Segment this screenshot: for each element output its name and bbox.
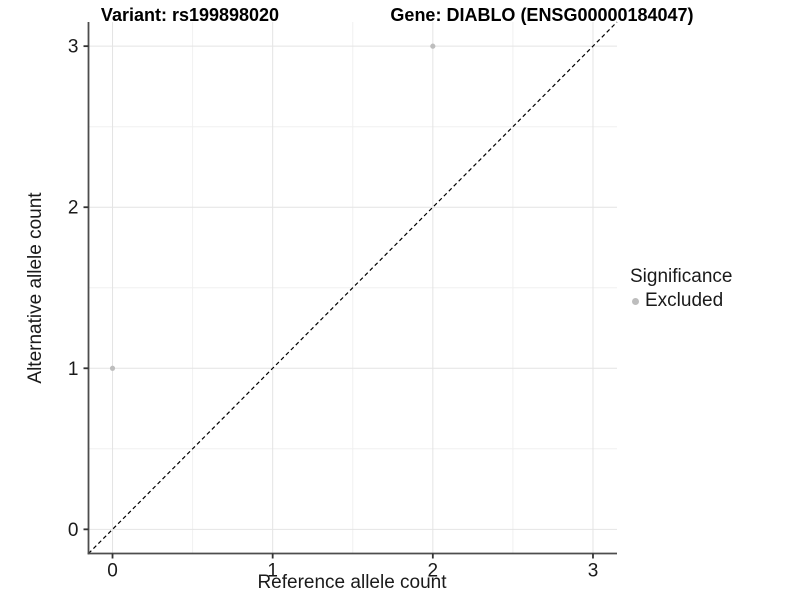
y-tick-label: 0	[68, 520, 79, 541]
data-point	[109, 365, 116, 371]
plot-title-gene: Gene: DIABLO (ENSG00000184047)	[390, 5, 694, 25]
y-tick-label: 2	[68, 198, 79, 219]
excluded-point-marker-icon	[632, 297, 639, 305]
x-tick-label: 0	[107, 561, 118, 582]
legend-title: Significance	[630, 266, 733, 287]
x-axis-title: Reference allele count	[257, 572, 447, 593]
y-tick-label: 1	[68, 359, 79, 380]
x-tick-label: 3	[588, 561, 599, 582]
plot-title-variant: Variant: rs199898020	[100, 5, 280, 25]
x-tick-label: 2	[428, 561, 439, 582]
y-axis-title: Alternative allele count	[25, 192, 46, 384]
data-point	[430, 43, 436, 49]
legend-item-excluded: Excluded	[630, 290, 732, 312]
y-tick-label: 3	[68, 37, 79, 58]
legend-item-label: Excluded	[645, 290, 724, 311]
legend: Significance Excluded	[630, 266, 732, 312]
x-tick-label: 1	[267, 561, 278, 582]
identity-dashed-line	[88, 21, 618, 554]
